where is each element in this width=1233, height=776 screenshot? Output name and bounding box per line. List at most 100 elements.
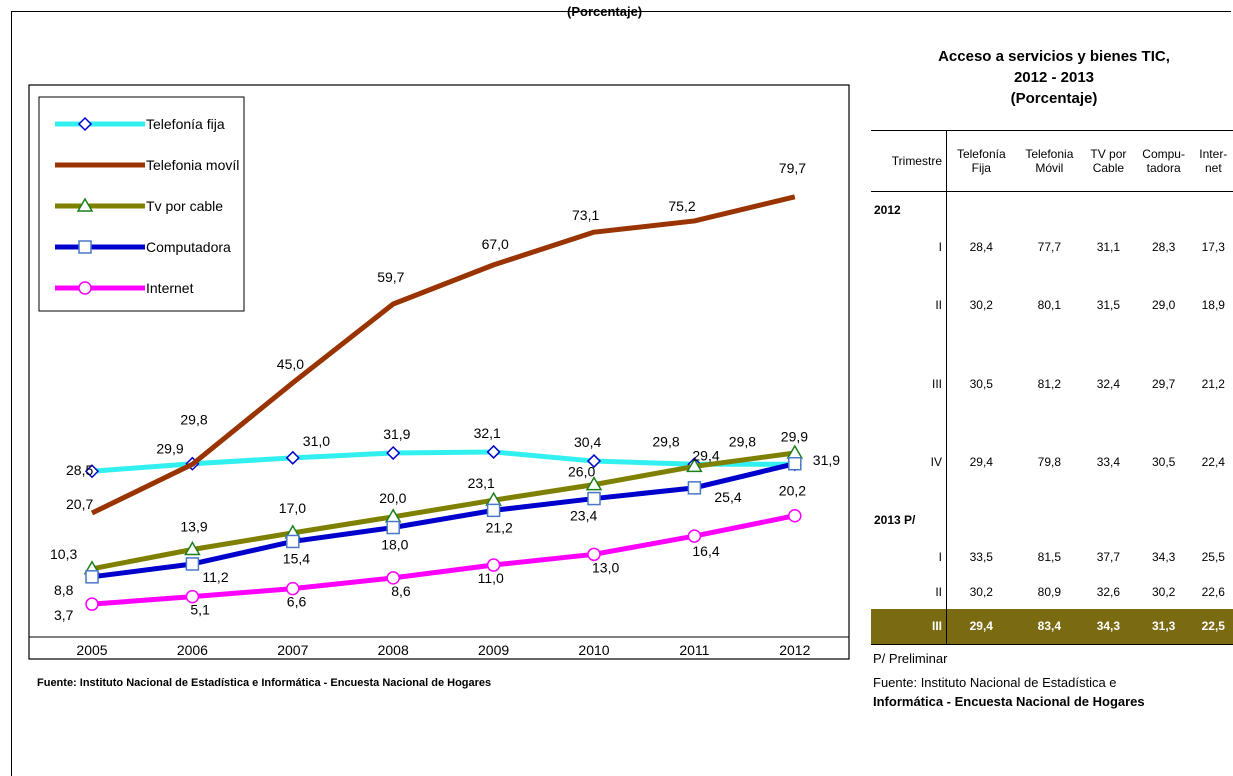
data-label: 31,0 — [303, 433, 330, 449]
table-cell: 30,5 — [1151, 454, 1176, 469]
table-cell: 28,3 — [1151, 239, 1176, 254]
x-tick-layer: 2005 2006 2007 2008 2009 2010 2011 2012 — [76, 642, 810, 658]
series-point-triangle-marker — [184, 541, 201, 556]
table-cell: 80,9 — [1037, 584, 1062, 599]
data-label: 29,8 — [180, 411, 207, 427]
data-label: 16,4 — [692, 543, 719, 559]
series-point-circle-marker — [386, 571, 400, 585]
page-frame: (Porcentaje) — [11, 4, 1231, 776]
data-label: 45,0 — [277, 356, 304, 372]
table-cell: 80,1 — [1037, 298, 1062, 312]
series-point-circle-marker — [587, 547, 601, 562]
page-top-title: (Porcentaje) — [567, 4, 643, 19]
table-row: II 30,2 80,9 32,6 30,2 22,6 — [871, 574, 1233, 609]
data-label: 10,3 — [50, 546, 77, 562]
series-point-diamond-marker — [586, 453, 602, 469]
data-label: 8,8 — [54, 582, 74, 598]
series-line — [91, 450, 796, 572]
year-label: 2012 — [871, 191, 947, 228]
data-label: 13,0 — [592, 559, 619, 575]
data-label: 23,1 — [468, 475, 495, 491]
series-point-triangle-marker — [686, 457, 703, 473]
data-label: 8,6 — [391, 583, 411, 599]
series-line — [90, 194, 796, 516]
table-row: IV 29,4 79,8 33,4 30,5 22,4 — [871, 422, 1233, 501]
header-tv-cable: TV por Cable — [1083, 130, 1134, 192]
series-line — [91, 461, 796, 580]
series-point-square-marker — [687, 481, 702, 495]
series-line — [91, 513, 796, 607]
series-point-circle-marker — [185, 589, 200, 604]
series-point-diamond-marker — [84, 464, 100, 479]
data-label: 29,9 — [781, 429, 808, 445]
data-label: 28,5 — [66, 462, 93, 478]
table-cell: 30,2 — [969, 584, 993, 599]
x-tick-label: 2005 — [76, 642, 107, 658]
data-label: 32,1 — [474, 425, 501, 441]
series-point-square-marker — [85, 570, 99, 584]
data-label: 75,2 — [668, 198, 695, 214]
table-cell: 34,3 — [1083, 608, 1134, 645]
table-cell: 29,0 — [1151, 298, 1176, 312]
quarter-cell: III — [871, 344, 947, 423]
table-cell: 31,3 — [1133, 608, 1194, 645]
table-cell: 77,7 — [1037, 239, 1062, 254]
table-cell: 31,5 — [1096, 298, 1121, 312]
data-label: 29,9 — [156, 441, 183, 457]
data-label: 6,6 — [287, 594, 307, 610]
table-cell: 81,5 — [1037, 549, 1062, 564]
data-label: 31,9 — [813, 452, 840, 468]
data-label: 18,0 — [381, 537, 408, 553]
source-line1: Fuente: Instituto Nacional de Estadístic… — [873, 675, 1117, 690]
table-cell: 22,4 — [1201, 454, 1225, 469]
quarter-cell: III — [871, 608, 947, 645]
table-row: II 30,2 80,1 31,5 29,0 18,9 — [871, 265, 1233, 345]
table-cell: 79,8 — [1037, 454, 1062, 469]
table-cell: 22,5 — [1193, 608, 1233, 645]
table-cell: 33,4 — [1096, 454, 1121, 469]
table-cell: 21,2 — [1201, 376, 1225, 391]
table-cell: 32,6 — [1096, 584, 1121, 599]
data-label: 11,0 — [478, 570, 504, 586]
series-line — [91, 449, 795, 474]
table-row-highlighted: III 29,4 83,4 34,3 31,3 22,5 — [871, 608, 1233, 645]
table-cell: 81,2 — [1037, 376, 1062, 391]
data-label: 20,7 — [66, 496, 93, 512]
table-cell: 28,4 — [969, 239, 993, 254]
header-computadora: Compu-tadora — [1133, 130, 1194, 192]
table-title-line2: 2012 - 2013 — [1013, 69, 1095, 86]
data-label: 21,2 — [486, 519, 513, 535]
chart-source-note: Fuente: Instituto Nacional de Estadístic… — [37, 677, 492, 689]
table-row: I 33,5 81,5 37,7 34,3 25,5 — [871, 538, 1233, 575]
x-tick-label: 2009 — [478, 642, 509, 658]
table-title-line3: (Porcentaje) — [1010, 90, 1098, 107]
header-telefonia-movil: Telefonia Móvil — [1015, 130, 1084, 192]
table-cell: 25,5 — [1201, 549, 1225, 564]
x-tick-label: 2008 — [378, 642, 409, 658]
table-row: I 28,4 77,7 31,1 28,3 17,3 — [871, 227, 1233, 266]
table-cell: 30,2 — [969, 298, 993, 312]
legend: Telefonía fija Telefonia movíl Tv por cabl… — [55, 116, 239, 296]
plot-area-border — [28, 84, 850, 660]
series-point-circle-marker — [486, 558, 501, 572]
data-label: 25,4 — [714, 489, 741, 505]
table-cell: 29,7 — [1151, 376, 1176, 391]
table-cell: 33,5 — [969, 549, 993, 564]
data-label: 31,9 — [383, 426, 410, 442]
legend-circle-marker — [78, 281, 92, 295]
data-label: 73,1 — [572, 207, 599, 223]
data-label: 30,4 — [574, 434, 601, 450]
series-point-square-marker — [286, 534, 300, 549]
data-label: 79,7 — [779, 160, 806, 176]
header-internet: Inter-net — [1193, 130, 1233, 192]
table-title: Acceso a servicios y bienes TIC, 2012 - … — [876, 46, 1232, 109]
legend-square-marker — [78, 240, 92, 254]
header-trimestre: Trimestre — [871, 130, 947, 192]
quarter-cell: I — [871, 227, 947, 266]
series-point-circle-marker — [85, 597, 99, 611]
table-cell: 83,4 — [1015, 608, 1084, 645]
quarter-cell: II — [871, 265, 947, 345]
x-tick-label: 2006 — [177, 642, 208, 658]
data-label: 15,4 — [283, 550, 310, 566]
table-row-year-2012: 2012 — [871, 191, 1233, 228]
